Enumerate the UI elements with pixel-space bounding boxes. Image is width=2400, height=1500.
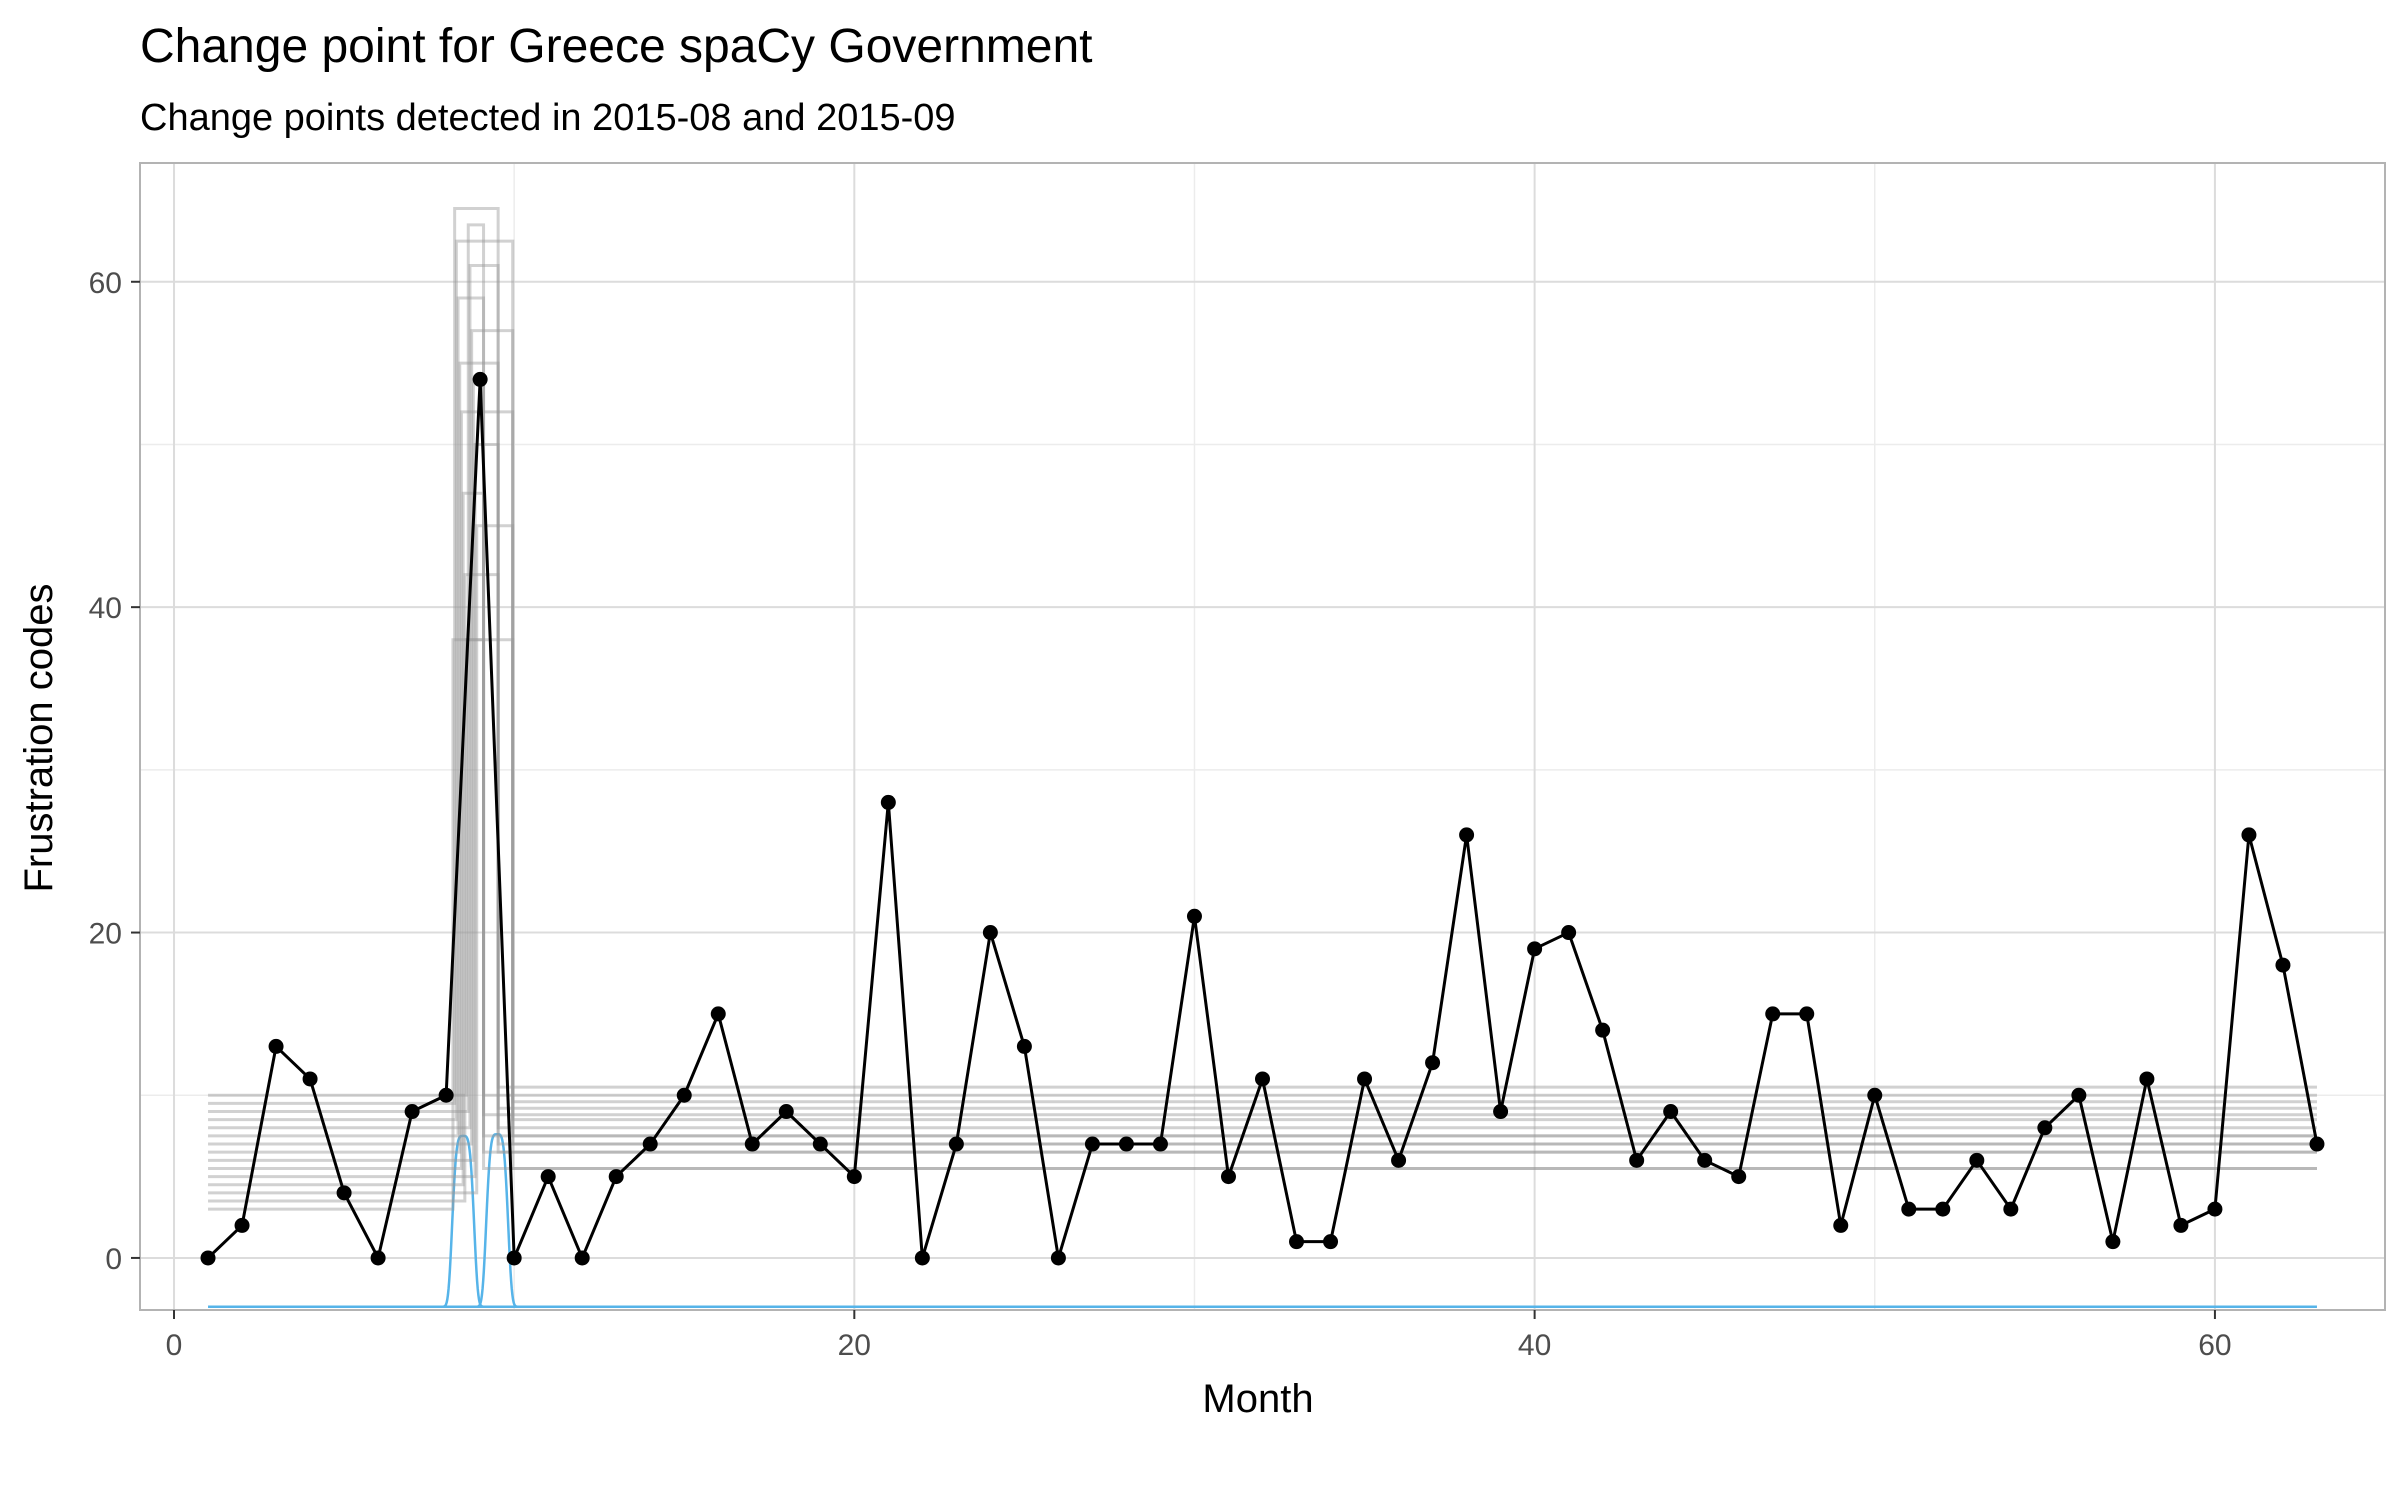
data-point: [1050, 1250, 1066, 1266]
change-point-sample-line: [208, 207, 2317, 1146]
minor-gridlines: [140, 163, 2385, 1310]
data-point: [234, 1217, 250, 1233]
data-point: [1255, 1071, 1270, 1087]
change-point-sample-line: [208, 263, 2317, 1130]
data-point: [1969, 1152, 1985, 1168]
x-tick-label: 40: [1518, 1329, 1551, 1362]
data-point: [2207, 1201, 2223, 1217]
data-point: [1118, 1136, 1134, 1152]
data-point: [1357, 1071, 1373, 1087]
change-point-sample-line: [208, 223, 2317, 1154]
x-tick-label: 20: [838, 1329, 871, 1362]
data-point: [1901, 1201, 1917, 1217]
data-point: [1629, 1152, 1645, 1168]
data-point: [846, 1169, 862, 1185]
data-point: [370, 1250, 386, 1266]
density-curve: [459, 1133, 536, 1308]
data-point: [1289, 1234, 1305, 1250]
change-point-sample-line: [208, 361, 2317, 1154]
data-point: [336, 1185, 352, 1201]
data-point: [1935, 1201, 1951, 1217]
data-point: [2037, 1120, 2053, 1136]
x-axis-title: Month: [1202, 1377, 1313, 1421]
data-point: [744, 1136, 760, 1152]
plot-border-rect: [139, 162, 2386, 1311]
data-point: [2139, 1071, 2155, 1087]
data-point: [1833, 1217, 1849, 1233]
x-tick-label: 60: [2198, 1329, 2231, 1362]
data-point: [1084, 1136, 1100, 1152]
change-point-sample-line: [208, 410, 2317, 1170]
data-point: [1152, 1136, 1168, 1152]
data-point: [1220, 1169, 1236, 1185]
data-point: [1765, 1006, 1781, 1022]
y-axis-ticks: 0 20 40 60: [89, 267, 140, 1276]
data-point: [1186, 908, 1202, 924]
plot-border: [139, 162, 2386, 1311]
data-point: [1663, 1104, 1679, 1120]
change-point-sample-line: [208, 239, 2317, 1170]
data-point: [2173, 1217, 2189, 1233]
y-tick-label: 0: [105, 1243, 122, 1276]
data-point: [1323, 1234, 1339, 1250]
data-series-layer: [200, 371, 2325, 1266]
data-point: [1595, 1022, 1611, 1038]
data-point: [982, 925, 998, 941]
change-point-sample-line: [208, 296, 2317, 1138]
data-point: [1867, 1087, 1883, 1103]
data-point: [948, 1136, 964, 1152]
chart-subtitle: Change points detected in 2015-08 and 20…: [140, 97, 956, 139]
data-point: [1391, 1152, 1407, 1168]
data-point: [438, 1087, 454, 1103]
data-point: [1493, 1104, 1509, 1120]
data-point: [676, 1087, 692, 1103]
data-point: [1527, 941, 1543, 957]
data-point: [1425, 1055, 1441, 1071]
data-point: [2241, 827, 2257, 843]
data-point: [1731, 1169, 1747, 1185]
data-point: [2071, 1087, 2087, 1103]
data-point: [642, 1136, 658, 1152]
data-point: [880, 794, 896, 810]
data-point: [2275, 957, 2291, 973]
data-point: [404, 1104, 420, 1120]
data-point: [608, 1169, 624, 1185]
data-point: [540, 1169, 556, 1185]
y-tick-label: 20: [89, 918, 122, 951]
y-tick-label: 40: [89, 592, 122, 625]
y-axis-title: Frustration codes: [17, 583, 61, 892]
data-point: [574, 1250, 590, 1266]
density-curve: [425, 1134, 502, 1308]
data-point: [200, 1250, 216, 1266]
data-point: [2003, 1201, 2019, 1217]
data-point: [914, 1250, 930, 1266]
data-point: [778, 1104, 794, 1120]
chart-title: Change point for Greece spaCy Government: [140, 20, 1093, 73]
change-point-sample-line: [208, 329, 2317, 1146]
data-point: [2105, 1234, 2121, 1250]
data-point: [1799, 1006, 1815, 1022]
data-point: [1459, 827, 1475, 843]
data-point: [472, 371, 488, 387]
data-point: [506, 1250, 522, 1266]
change-point-density-layer: [208, 1133, 2317, 1308]
data-point: [812, 1136, 828, 1152]
data-point: [2309, 1136, 2325, 1152]
x-tick-label: 0: [166, 1329, 183, 1362]
x-axis-ticks: 0 20 40 60: [166, 1310, 2232, 1362]
data-point: [268, 1038, 284, 1054]
data-point: [302, 1071, 318, 1087]
data-point: [1561, 925, 1577, 941]
data-point: [1016, 1038, 1032, 1054]
y-tick-label: 60: [89, 267, 122, 300]
data-point: [1697, 1152, 1713, 1168]
change-point-sample-line: [208, 573, 2317, 1203]
data-point: [710, 1006, 726, 1022]
